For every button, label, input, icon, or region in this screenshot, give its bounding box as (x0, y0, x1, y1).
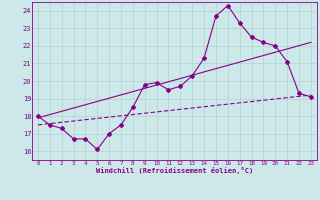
X-axis label: Windchill (Refroidissement éolien,°C): Windchill (Refroidissement éolien,°C) (96, 167, 253, 174)
